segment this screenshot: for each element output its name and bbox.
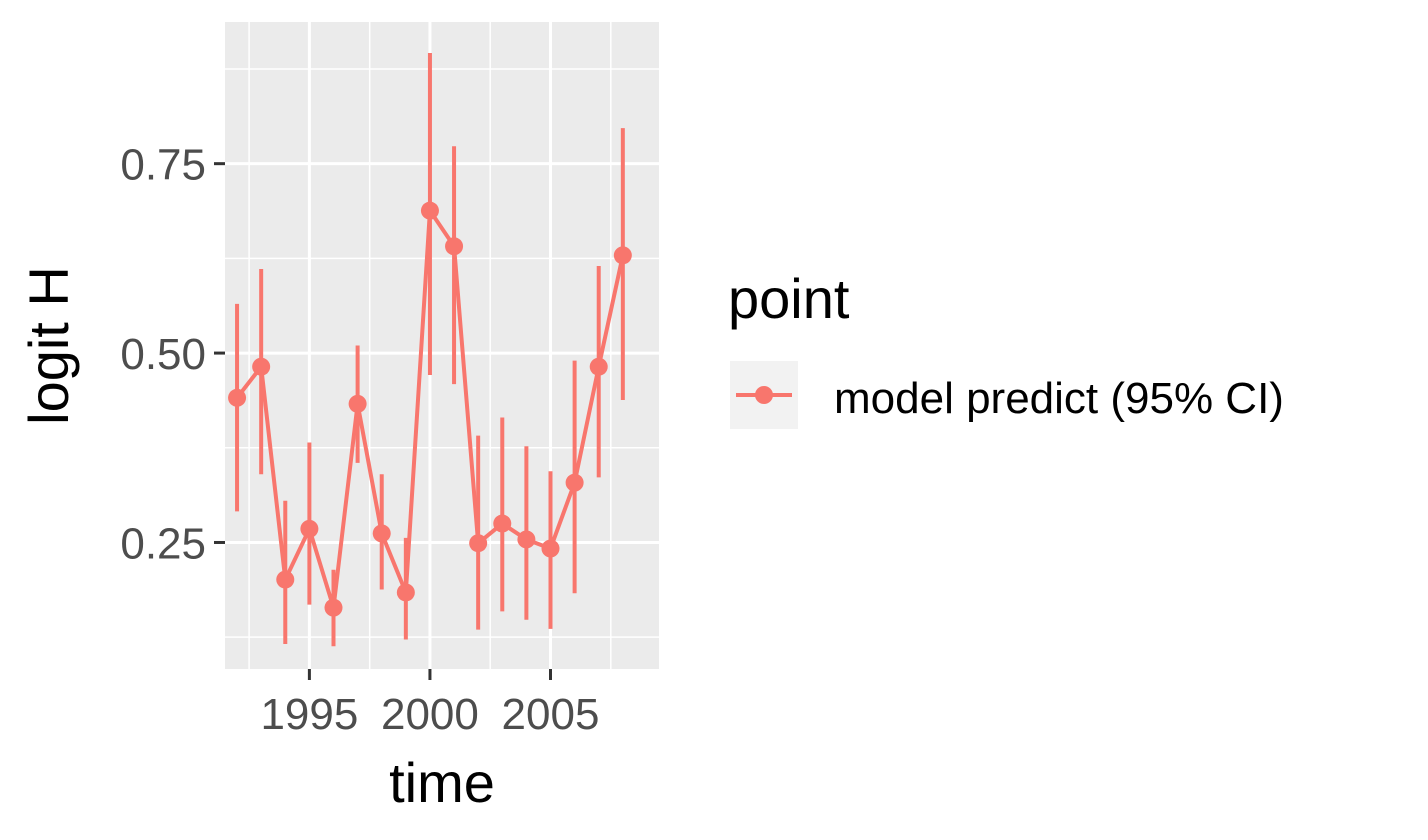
y-axis: 0.25 0.50 0.75: [120, 141, 225, 568]
data-point: [228, 388, 247, 407]
x-axis: 1995 2000 2005: [260, 669, 599, 739]
legend-key-point: [755, 386, 773, 404]
data-point: [396, 583, 415, 602]
data-point: [589, 357, 608, 376]
data-point: [348, 394, 367, 413]
plot-panel: [225, 22, 659, 669]
data-point: [469, 534, 488, 553]
x-tick-label: 1995: [260, 690, 358, 739]
x-axis-title: time: [389, 751, 495, 814]
data-point: [420, 201, 439, 220]
data-point: [445, 237, 464, 256]
legend-label: model predict (95% CI): [834, 374, 1284, 423]
legend-title: point: [728, 267, 850, 330]
data-point: [493, 514, 512, 533]
x-tick-label: 2000: [381, 690, 479, 739]
data-point: [324, 598, 343, 617]
y-axis-title: logit H: [17, 266, 80, 425]
data-point: [252, 357, 271, 376]
data-points: [228, 201, 632, 617]
data-point: [276, 570, 295, 589]
data-point: [517, 530, 536, 549]
data-point: [300, 519, 319, 538]
data-point: [372, 524, 391, 543]
y-tick-label: 0.25: [120, 519, 206, 568]
data-point: [565, 473, 584, 492]
y-tick-label: 0.75: [120, 141, 206, 190]
y-tick-label: 0.50: [120, 330, 206, 379]
data-point: [541, 539, 560, 558]
data-point: [613, 246, 632, 265]
x-tick-label: 2005: [502, 690, 600, 739]
minor-gridlines: [225, 22, 659, 669]
legend: point model predict (95% CI): [728, 267, 1284, 429]
